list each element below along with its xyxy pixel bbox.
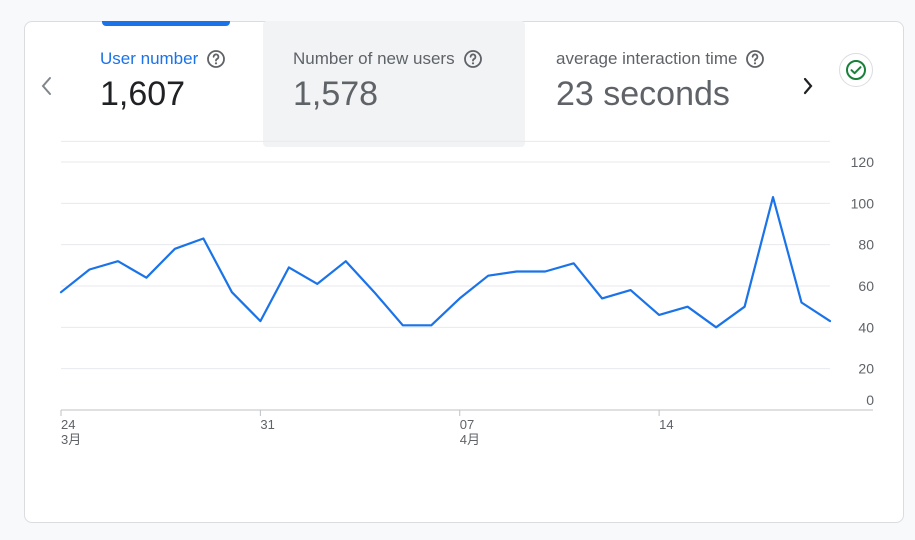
active-tab-indicator: [102, 21, 230, 26]
data-point[interactable]: [596, 292, 608, 304]
data-point[interactable]: [397, 319, 409, 331]
tab-average-interaction-time[interactable]: average interaction time 23 seconds: [556, 21, 796, 147]
check-circle-icon: [846, 60, 866, 80]
y-tick-label: 120: [851, 154, 875, 170]
data-point[interactable]: [710, 321, 722, 333]
chart-grid: [61, 140, 873, 411]
chart-series: [55, 191, 836, 333]
y-tick-label: 20: [858, 361, 874, 377]
tab-value: 1,578: [293, 75, 379, 113]
tab-label: Number of new users: [293, 49, 455, 68]
tab-value: 23 seconds: [556, 75, 730, 113]
data-point[interactable]: [55, 286, 67, 298]
y-tick-label: 60: [858, 278, 874, 294]
chevron-right-icon: [803, 77, 813, 95]
tab-label: average interaction time: [556, 49, 738, 68]
help-circle-icon[interactable]: [463, 49, 483, 69]
y-axis-ticks: 0 20 40 60 80 100 120: [851, 154, 875, 408]
data-point[interactable]: [796, 297, 808, 309]
y-tick-label: 40: [858, 319, 874, 335]
data-point[interactable]: [368, 286, 380, 298]
status-ok-button[interactable]: [839, 53, 873, 87]
data-point[interactable]: [197, 232, 209, 244]
data-point[interactable]: [682, 301, 694, 313]
data-point[interactable]: [739, 301, 751, 313]
x-tick-label: 31: [260, 417, 274, 432]
data-point[interactable]: [767, 191, 779, 203]
x-tick-label: 07: [460, 417, 474, 432]
y-tick-label: 0: [866, 392, 874, 408]
x-tick-label: 14: [659, 417, 673, 432]
series-line-user-number: [59, 196, 832, 329]
help-circle-icon[interactable]: [745, 49, 765, 69]
data-point[interactable]: [112, 255, 124, 267]
tab-user-number[interactable]: User number 1,607: [100, 21, 260, 147]
data-point[interactable]: [311, 278, 323, 290]
data-point[interactable]: [283, 261, 295, 273]
data-point[interactable]: [140, 272, 152, 284]
tab-new-users[interactable]: Number of new users 1,578: [263, 21, 525, 147]
data-point[interactable]: [83, 263, 95, 275]
next-metrics-button[interactable]: [796, 72, 820, 100]
data-point[interactable]: [653, 309, 665, 321]
help-circle-icon[interactable]: [206, 49, 226, 69]
data-point[interactable]: [340, 255, 352, 267]
data-point[interactable]: [539, 266, 551, 278]
x-tick-sublabel: 3月: [61, 432, 81, 447]
previous-metrics-button[interactable]: [34, 72, 58, 100]
tab-value: 1,607: [100, 75, 186, 113]
tab-label: User number: [100, 49, 199, 68]
data-point[interactable]: [511, 266, 523, 278]
x-tick-sublabel: 4月: [460, 432, 480, 447]
data-point[interactable]: [568, 257, 580, 269]
data-point[interactable]: [482, 270, 494, 282]
data-point[interactable]: [454, 292, 466, 304]
data-point[interactable]: [425, 319, 437, 331]
x-tick-label: 24: [61, 417, 75, 432]
data-point[interactable]: [226, 286, 238, 298]
data-point[interactable]: [254, 315, 266, 327]
y-tick-label: 100: [851, 195, 875, 211]
data-point[interactable]: [625, 284, 637, 296]
y-tick-label: 80: [858, 237, 874, 253]
data-point[interactable]: [824, 315, 836, 327]
chevron-left-icon: [41, 77, 51, 95]
data-point[interactable]: [169, 243, 181, 255]
